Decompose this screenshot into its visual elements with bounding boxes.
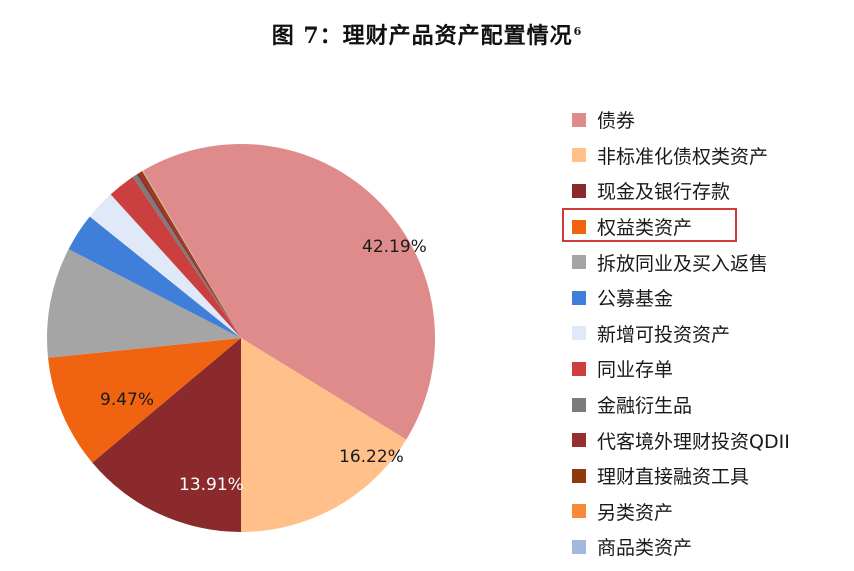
pie-slice	[132, 174, 241, 338]
legend-item-cash-deposits: 现金及银行存款	[572, 173, 790, 209]
chart-title-text: 图 7：理财产品资产配置情况	[271, 23, 573, 49]
pie-data-label: 13.91%	[179, 475, 244, 495]
legend-swatch	[572, 290, 586, 305]
legend-swatch	[572, 361, 586, 376]
pie-data-labels: 42.19% 16.22% 13.91% 9.47%	[100, 237, 427, 495]
legend-item-public-funds: 公募基金	[572, 280, 790, 316]
pie-slices	[46, 143, 435, 532]
legend-label: 代客境外理财投资QDII	[597, 430, 790, 453]
legend-label: 债券	[597, 110, 636, 133]
legend-swatch	[572, 255, 586, 270]
pie-slice	[141, 170, 241, 338]
legend-swatch	[572, 539, 586, 554]
pie-chart: 42.19% 16.22% 13.91% 9.47%	[46, 143, 435, 532]
legend-label: 金融衍生品	[597, 395, 693, 418]
pie-slice	[136, 172, 241, 338]
legend-swatch	[572, 148, 586, 163]
legend-item-ncd: 同业存单	[572, 351, 790, 387]
pie-slice	[89, 194, 242, 338]
legend-item-derivatives: 金融衍生品	[572, 387, 790, 423]
legend-swatch	[572, 183, 586, 198]
legend-swatch	[572, 468, 586, 483]
legend-item-bonds: 债券	[572, 102, 790, 138]
pie-slice	[143, 143, 435, 440]
legend-swatch	[572, 219, 586, 234]
pie-slice	[139, 171, 241, 338]
pie-slice	[68, 216, 241, 338]
pie-slice	[48, 338, 242, 463]
legend-label: 现金及银行存款	[597, 181, 731, 204]
legend-swatch	[572, 433, 586, 448]
legend-item-equity: 权益类资产	[572, 209, 790, 245]
legend-label: 同业存单	[597, 359, 674, 382]
pie-slice	[46, 249, 241, 358]
legend-label: 理财直接融资工具	[597, 466, 750, 489]
legend-swatch	[572, 326, 586, 341]
legend-item-new-investable: 新增可投资资产	[572, 316, 790, 352]
legend-item-direct-financing: 理财直接融资工具	[572, 458, 790, 494]
chart-title: 图 7：理财产品资产配置情况6	[0, 18, 854, 50]
legend-item-commodities: 商品类资产	[572, 529, 790, 565]
legend-label: 商品类资产	[597, 537, 693, 560]
legend-item-interbank-lending: 拆放同业及买入返售	[572, 244, 790, 280]
pie-svg: 42.19% 16.22% 13.91% 9.47%	[46, 143, 435, 532]
pie-slice	[110, 177, 242, 338]
pie-data-label: 16.22%	[339, 447, 404, 467]
title-footnote: 6	[573, 24, 583, 38]
legend-swatch	[572, 112, 586, 127]
pie-slice	[142, 170, 241, 338]
chart-legend: 债券 非标准化债权类资产 现金及银行存款 权益类资产 拆放同业及买入返售 公募基…	[572, 102, 790, 565]
legend-item-qdii: 代客境外理财投资QDII	[572, 422, 790, 458]
legend-label: 拆放同业及买入返售	[597, 252, 769, 275]
pie-slice	[241, 338, 407, 532]
legend-item-nonstandard-debt: 非标准化债权类资产	[572, 138, 790, 174]
legend-label: 新增可投资资产	[597, 323, 731, 346]
legend-label: 另类资产	[597, 501, 674, 524]
legend-label: 非标准化债权类资产	[597, 145, 769, 168]
pie-data-label: 42.19%	[362, 237, 427, 257]
pie-slice	[92, 338, 242, 532]
legend-item-alternative: 另类资产	[572, 494, 790, 530]
legend-swatch	[572, 504, 586, 519]
legend-label: 公募基金	[597, 288, 674, 311]
equity-highlight-box	[562, 208, 737, 242]
legend-swatch	[572, 397, 586, 412]
legend-label: 权益类资产	[597, 217, 693, 240]
pie-data-label: 9.47%	[100, 390, 154, 410]
